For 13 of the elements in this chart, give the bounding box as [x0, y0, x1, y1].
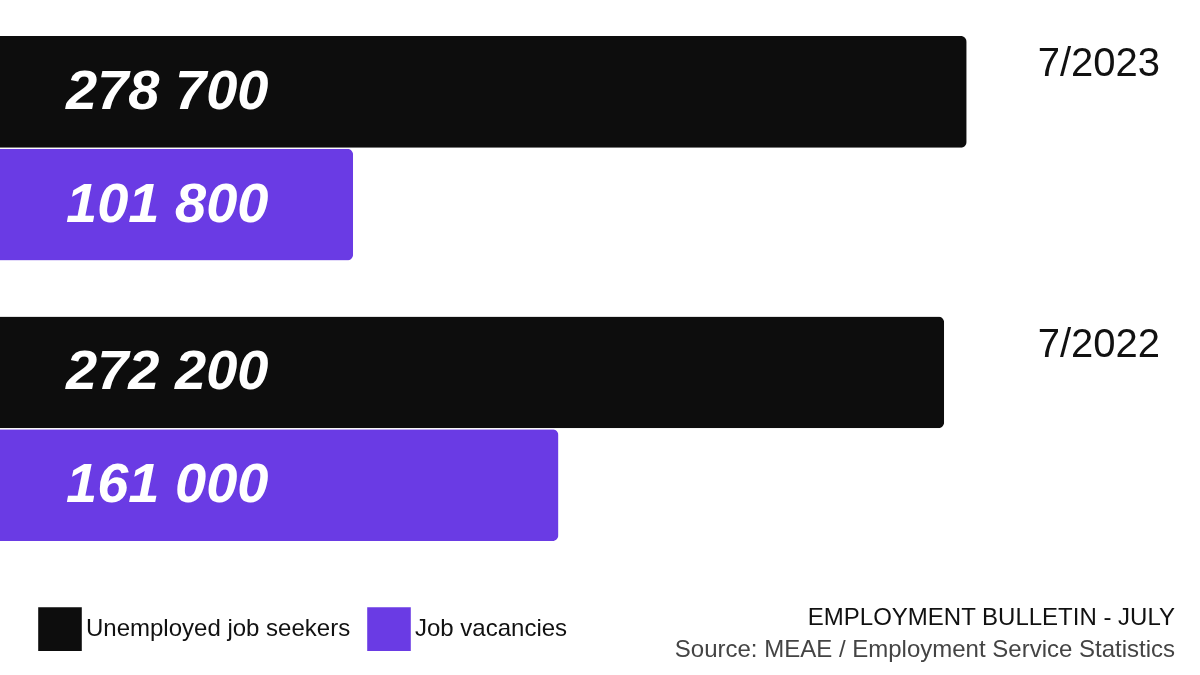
y-tick-label: 7/2022	[1037, 320, 1160, 365]
data-label: 272 200	[65, 338, 269, 402]
y-tick-label: 7/2023	[1037, 40, 1160, 84]
bar	[0, 36, 967, 148]
text: EMPLOYMENT BULLETIN - JULY	[807, 603, 1175, 630]
data-label: 101 800	[66, 170, 269, 234]
data-label: 278 700	[65, 57, 269, 121]
legend-label: Unemployed job seekers	[86, 614, 351, 642]
annotation: Source: MEAE / Employment Service Statistics	[674, 635, 1175, 662]
legend-label: Job vacancies	[415, 614, 568, 642]
bar	[0, 429, 559, 541]
data-label: 161 000	[66, 451, 269, 515]
bar	[0, 316, 945, 429]
